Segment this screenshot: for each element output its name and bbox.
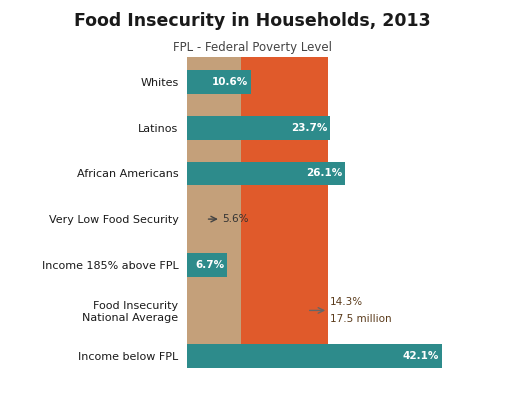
Bar [187, 116, 330, 140]
Bar [187, 70, 251, 94]
Text: 10.6%: 10.6% [212, 77, 248, 87]
Text: Food Insecurity in Households, 2013: Food Insecurity in Households, 2013 [74, 12, 431, 30]
Bar [187, 253, 227, 277]
Bar [241, 46, 328, 347]
Text: 6.7%: 6.7% [195, 260, 224, 270]
Bar [187, 46, 241, 347]
Text: 14.3%: 14.3% [330, 297, 363, 307]
Text: FPL - Federal Poverty Level: FPL - Federal Poverty Level [173, 41, 332, 54]
Text: 42.1%: 42.1% [402, 351, 439, 361]
Text: 17.5 million: 17.5 million [330, 314, 391, 324]
Text: 26.1%: 26.1% [306, 169, 342, 178]
Text: 23.7%: 23.7% [291, 123, 327, 133]
Bar [187, 344, 442, 368]
Text: 5.6%: 5.6% [222, 214, 248, 224]
Bar [187, 162, 345, 185]
